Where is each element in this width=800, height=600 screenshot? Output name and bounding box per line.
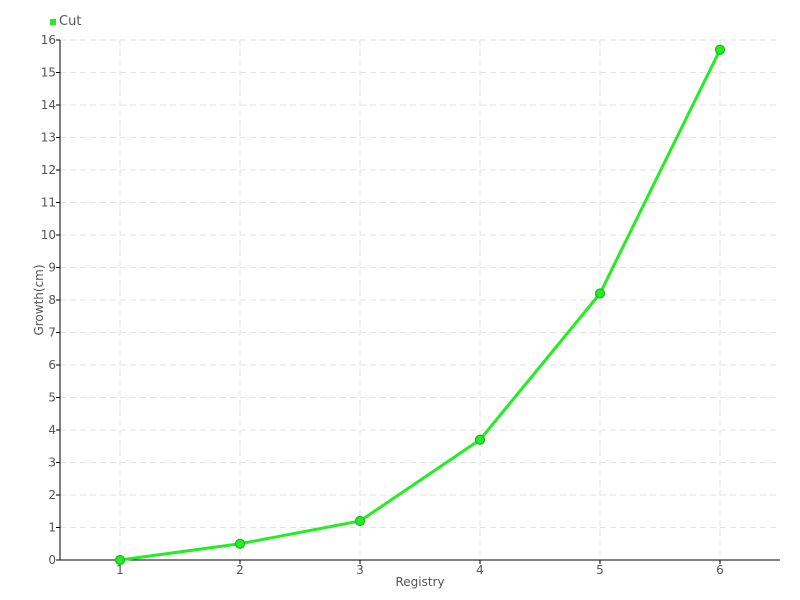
y-tick-label: 5 <box>48 391 56 405</box>
y-tick-label: 1 <box>48 521 56 535</box>
x-tick-label: 3 <box>356 563 364 577</box>
y-tick-label: 9 <box>48 261 56 275</box>
legend-label: Cut <box>59 14 82 29</box>
y-tick-label: 6 <box>48 358 56 372</box>
y-tick-label: 14 <box>41 98 56 112</box>
y-tick-label: 8 <box>48 293 56 307</box>
data-point <box>354 515 366 527</box>
y-tick-label: 11 <box>41 196 56 210</box>
x-tick-label: 2 <box>236 563 244 577</box>
x-tick-label: 4 <box>476 563 484 577</box>
x-tick-label: 5 <box>596 563 604 577</box>
data-point <box>594 288 606 299</box>
y-axis-label: Growth(cm) <box>32 264 46 335</box>
x-axis-label: Registry <box>395 575 444 589</box>
series-line <box>119 49 722 562</box>
legend: Cut <box>50 14 81 29</box>
y-tick-label: 13 <box>41 131 56 145</box>
y-tick-label: 3 <box>48 456 56 470</box>
data-point <box>114 554 126 566</box>
y-tick-label: 7 <box>48 326 56 340</box>
y-tick-label: 2 <box>48 488 56 502</box>
x-tick-label: 1 <box>116 563 124 577</box>
y-tick-label: 10 <box>41 228 56 242</box>
y-tick-label: 12 <box>41 163 56 177</box>
y-tick-label: 0 <box>48 553 56 567</box>
y-tick-label: 4 <box>48 423 56 437</box>
y-tick-label: 16 <box>41 33 56 47</box>
data-point <box>474 434 486 445</box>
data-point <box>234 538 246 549</box>
data-point <box>714 44 726 55</box>
series <box>114 44 726 566</box>
y-tick-label: 15 <box>41 66 56 80</box>
legend-swatch <box>50 18 56 25</box>
x-tick-label: 6 <box>716 563 724 577</box>
